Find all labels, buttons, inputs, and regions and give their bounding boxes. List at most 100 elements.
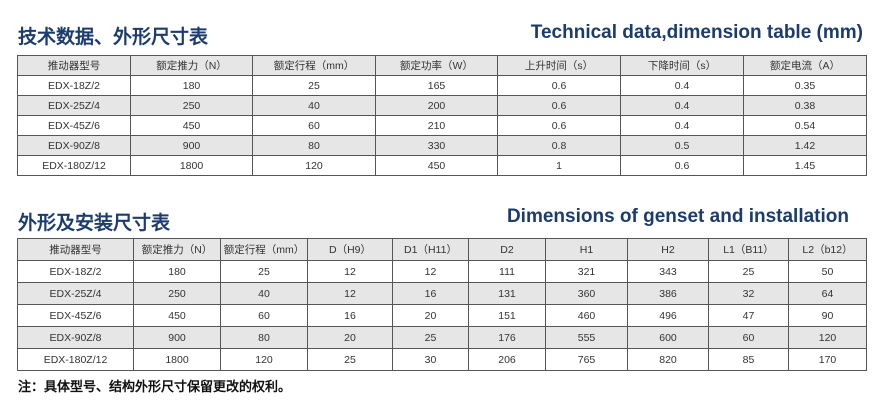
table-cell: 165	[375, 75, 498, 96]
table-row: EDX-90Z/8 900 80 330 0.8 0.5 1.42	[17, 135, 867, 156]
table-cell: 496	[627, 304, 709, 327]
table-cell: 460	[545, 304, 628, 327]
table-cell: 0.54	[743, 115, 867, 136]
table-cell: 85	[708, 348, 789, 371]
table-cell: 25	[252, 75, 376, 96]
table-cell: 25	[307, 348, 393, 371]
table-cell: 555	[545, 326, 628, 349]
table-cell: 120	[252, 155, 376, 176]
table-cell: 180	[130, 75, 253, 96]
table-cell: D1（H11）	[392, 238, 469, 261]
table-cell: 0.6	[497, 115, 621, 136]
table-cell: EDX-45Z/6	[17, 115, 131, 136]
table-cell: 60	[252, 115, 376, 136]
table-cell: 下降时间（s）	[620, 55, 744, 76]
table-cell: 450	[130, 115, 253, 136]
table-cell: 321	[545, 260, 628, 283]
table-cell: 210	[375, 115, 498, 136]
table-cell: 1800	[133, 348, 221, 371]
table-cell: 47	[708, 304, 789, 327]
table-cell: 170	[788, 348, 867, 371]
table-cell: 200	[375, 95, 498, 116]
table-cell: 12	[307, 282, 393, 305]
table-cell: D（H9）	[307, 238, 393, 261]
table-cell: D2	[468, 238, 546, 261]
title-en: Technical data,dimension table (mm)	[530, 22, 863, 43]
table-cell: EDX-18Z/2	[17, 75, 131, 96]
table-cell: 111	[468, 260, 546, 283]
table-cell: 上升时间（s）	[497, 55, 621, 76]
table-cell: 额定推力（N）	[133, 238, 221, 261]
table-cell: 50	[788, 260, 867, 283]
table-cell: 360	[545, 282, 628, 305]
table-row: EDX-90Z/8 900 80 20 25 176 555 600 60 120	[17, 326, 867, 349]
title-en: Dimensions of genset and installation	[506, 206, 849, 227]
table-cell: 12	[307, 260, 393, 283]
table-row: EDX-18Z/2 180 25 165 0.6 0.4 0.35	[17, 75, 867, 96]
table-cell: 80	[252, 135, 376, 156]
table-cell: L2（b12）	[788, 238, 867, 261]
table-cell: 0.4	[620, 115, 744, 136]
table-row: EDX-45Z/6 450 60 210 0.6 0.4 0.54	[17, 115, 867, 136]
table-cell: 32	[708, 282, 789, 305]
table-cell: 600	[627, 326, 709, 349]
table-row: 推动器型号 额定推力（N） 额定行程（mm） 额定功率（W） 上升时间（s） 下降时间（s…	[17, 55, 867, 76]
table-cell: 60	[708, 326, 789, 349]
table-cell: 16	[307, 304, 393, 327]
table-row: 推动器型号 额定推力（N） 额定行程（mm） D（H9） D1（H11） D2 H1 H2 L1…	[17, 238, 867, 261]
table-cell: 820	[627, 348, 709, 371]
table-cell: 1800	[130, 155, 253, 176]
table-cell: 330	[375, 135, 498, 156]
table-row: EDX-180Z/12 1800 120 25 30 206 765 820 85 170	[17, 348, 867, 371]
table-cell: 0.4	[620, 75, 744, 96]
table-cell: L1（B11）	[708, 238, 789, 261]
dimension-table: 推动器型号 额定推力（N） 额定行程（mm） D（H9） D1（H11） D2 H1 H2 L1…	[17, 238, 867, 371]
table-cell: 900	[133, 326, 221, 349]
table-cell: 0.8	[497, 135, 621, 156]
table-cell: 额定功率（W）	[375, 55, 498, 76]
table-row: EDX-45Z/6 450 60 16 20 151 460 496 47 90	[17, 304, 867, 327]
table-cell: H2	[627, 238, 709, 261]
title-cn: 技术数据、外形尺寸表	[18, 26, 209, 48]
table-cell: 120	[788, 326, 867, 349]
table-cell: 180	[133, 260, 221, 283]
table-cell: 额定推力（N）	[130, 55, 253, 76]
note: 注：具体型号、结构外形尺寸保留更改的权利。	[18, 380, 292, 395]
table-row: EDX-180Z/12 1800 120 450 1 0.6 1.45	[17, 155, 867, 176]
table-cell: EDX-90Z/8	[17, 135, 131, 156]
table-cell: 0.6	[620, 155, 744, 176]
table-cell: 900	[130, 135, 253, 156]
table-cell: 推动器型号	[17, 55, 131, 76]
table-cell: EDX-18Z/2	[17, 260, 134, 283]
table-cell: 1	[497, 155, 621, 176]
table-cell: 120	[220, 348, 308, 371]
table-cell: 25	[708, 260, 789, 283]
table-cell: EDX-45Z/6	[17, 304, 134, 327]
table-cell: 1.45	[743, 155, 867, 176]
table-cell: 151	[468, 304, 546, 327]
table-cell: 250	[130, 95, 253, 116]
table-cell: 12	[392, 260, 469, 283]
table-cell: 0.6	[497, 75, 621, 96]
table-cell: 额定行程（mm）	[220, 238, 308, 261]
table-row: EDX-25Z/4 250 40 200 0.6 0.4 0.38	[17, 95, 867, 116]
table-cell: 额定电流（A）	[743, 55, 867, 76]
table-cell: 25	[220, 260, 308, 283]
table-cell: 386	[627, 282, 709, 305]
table-row: EDX-25Z/4 250 40 12 16 131 360 386 32 64	[17, 282, 867, 305]
table-cell: H1	[545, 238, 628, 261]
table-cell: 额定行程（mm）	[252, 55, 376, 76]
table-cell: 0.35	[743, 75, 867, 96]
table-cell: 20	[307, 326, 393, 349]
table-cell: 0.4	[620, 95, 744, 116]
table-cell: 20	[392, 304, 469, 327]
table-cell: EDX-90Z/8	[17, 326, 134, 349]
table-cell: 40	[220, 282, 308, 305]
table-cell: 0.5	[620, 135, 744, 156]
table-cell: 60	[220, 304, 308, 327]
table-cell: 450	[133, 304, 221, 327]
table-cell: 0.38	[743, 95, 867, 116]
table-cell: 40	[252, 95, 376, 116]
table-cell: 80	[220, 326, 308, 349]
table-cell: 450	[375, 155, 498, 176]
